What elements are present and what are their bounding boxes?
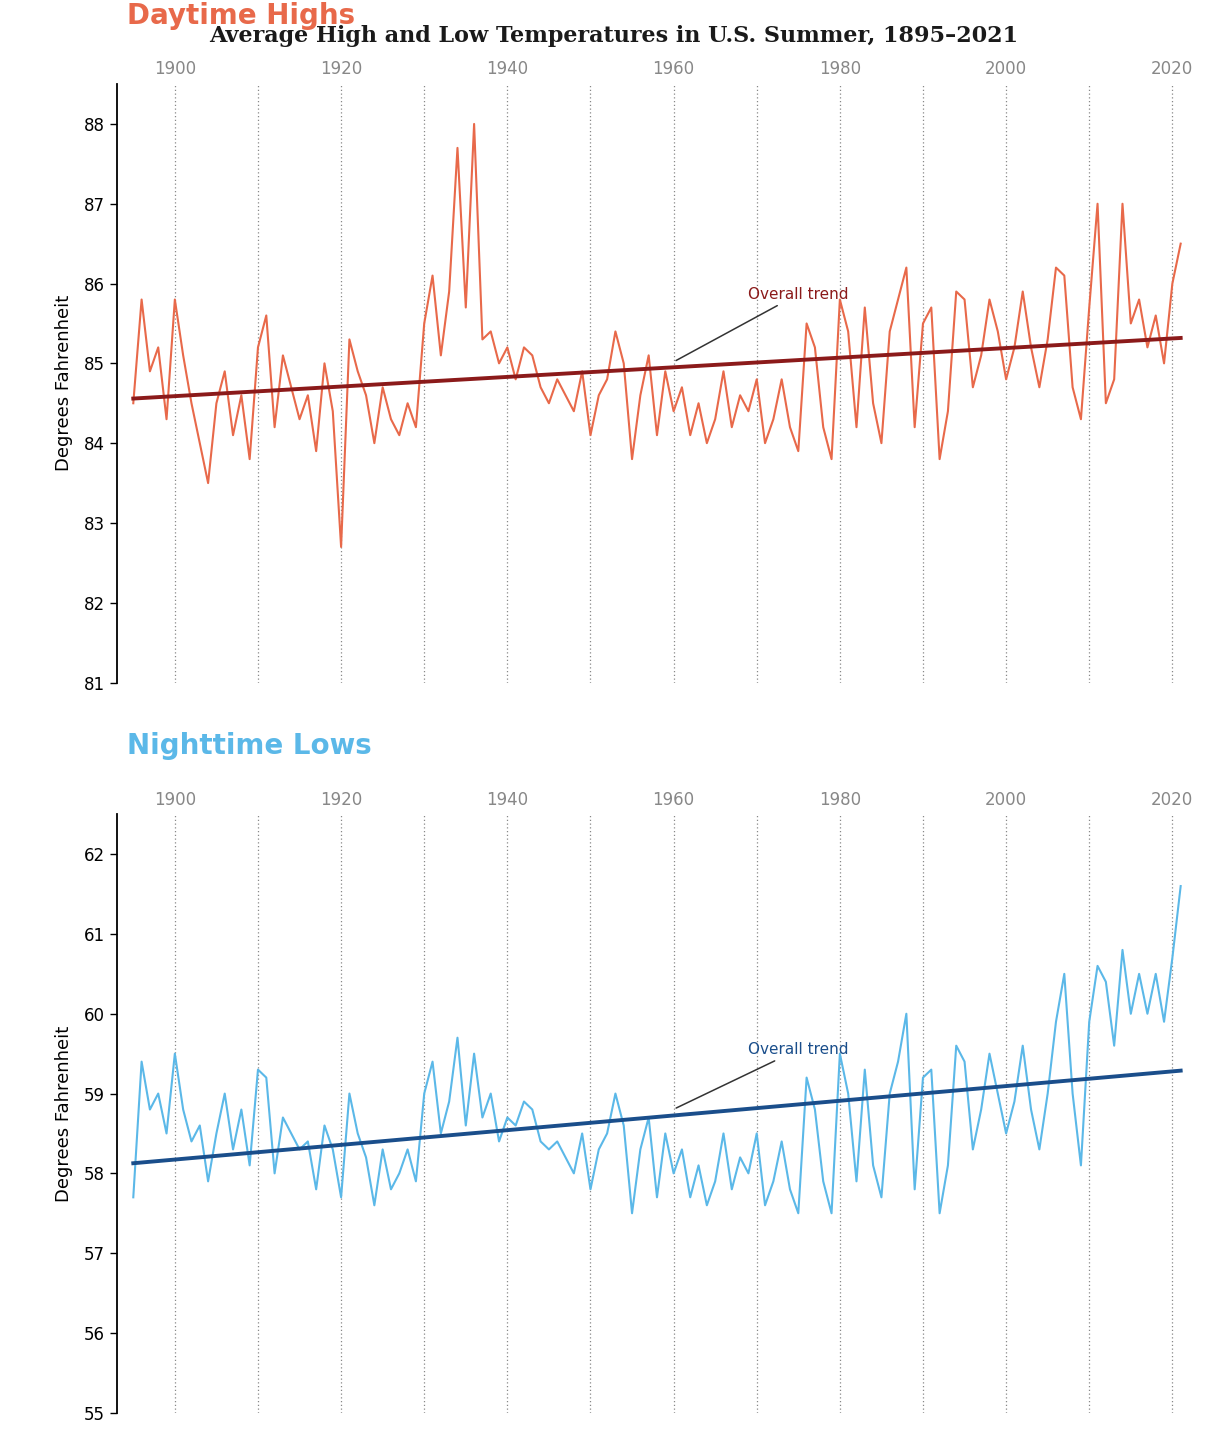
Text: 1980: 1980	[819, 791, 861, 809]
Text: 1940: 1940	[486, 791, 528, 809]
Text: 1960: 1960	[652, 791, 695, 809]
Text: 2000: 2000	[985, 791, 1027, 809]
Text: 2000: 2000	[985, 61, 1027, 78]
Text: 2020: 2020	[1151, 791, 1194, 809]
Text: 1920: 1920	[321, 61, 362, 78]
Text: 1900: 1900	[154, 61, 196, 78]
Text: 1960: 1960	[652, 61, 695, 78]
Text: 1940: 1940	[486, 61, 528, 78]
Text: Overall trend: Overall trend	[677, 1042, 849, 1108]
Text: Nighttime Lows: Nighttime Lows	[128, 732, 372, 761]
Text: 1900: 1900	[154, 791, 196, 809]
Text: 1920: 1920	[321, 791, 362, 809]
Text: Average High and Low Temperatures in U.S. Summer, 1895–2021: Average High and Low Temperatures in U.S…	[210, 25, 1018, 46]
Y-axis label: Degrees Fahrenheit: Degrees Fahrenheit	[54, 296, 72, 471]
Text: 1980: 1980	[819, 61, 861, 78]
Text: 2020: 2020	[1151, 61, 1194, 78]
Y-axis label: Degrees Fahrenheit: Degrees Fahrenheit	[54, 1026, 72, 1201]
Text: Overall trend: Overall trend	[677, 287, 849, 361]
Text: Daytime Highs: Daytime Highs	[128, 3, 356, 30]
